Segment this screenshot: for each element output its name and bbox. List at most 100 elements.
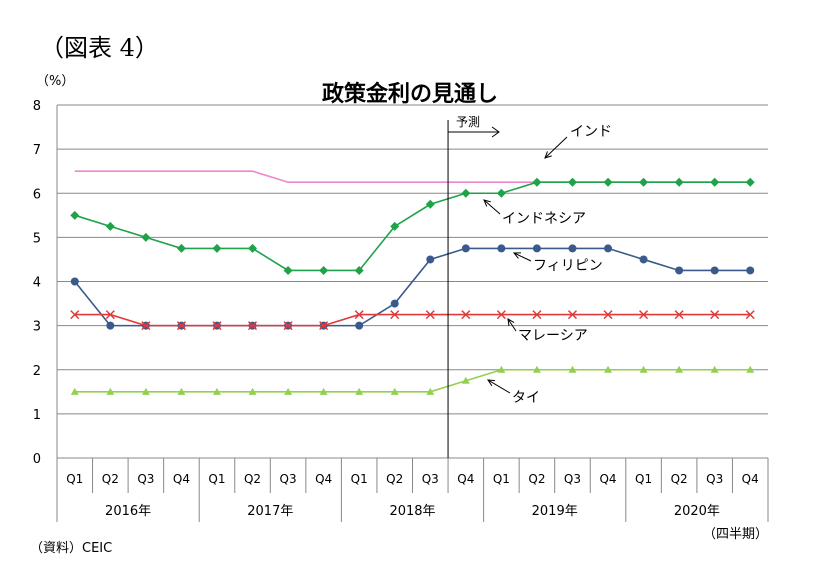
x-tick-label: Q1 bbox=[351, 472, 368, 486]
data-point-x bbox=[603, 310, 613, 320]
data-point-x bbox=[639, 310, 649, 320]
x-tick-label: Q3 bbox=[564, 472, 581, 486]
data-point-circle bbox=[532, 244, 541, 253]
data-point-x bbox=[105, 310, 115, 320]
x-tick-label: Q4 bbox=[742, 472, 759, 486]
data-point-circle bbox=[426, 255, 435, 264]
data-point-diamond bbox=[532, 177, 542, 187]
data-point-diamond bbox=[674, 177, 684, 187]
data-point-triangle bbox=[284, 387, 293, 395]
figure-label: （図表 4） bbox=[40, 34, 159, 62]
data-point-diamond bbox=[141, 232, 151, 242]
year-label: 2018年 bbox=[389, 504, 435, 519]
y-unit-label: （%） bbox=[36, 74, 74, 89]
data-point-x bbox=[247, 321, 258, 331]
data-point-x bbox=[532, 310, 542, 320]
series-label: マレーシア bbox=[518, 328, 588, 344]
y-tick-label: 7 bbox=[33, 143, 41, 158]
data-point-diamond bbox=[745, 177, 755, 187]
data-point-circle bbox=[568, 244, 577, 253]
y-tick-label: 6 bbox=[33, 187, 41, 202]
y-tick-label: 8 bbox=[33, 99, 41, 114]
data-point-triangle bbox=[639, 365, 648, 373]
data-point-x bbox=[710, 310, 720, 320]
series-label: インド bbox=[570, 124, 612, 140]
data-point-circle bbox=[355, 321, 364, 330]
x-tick-label: Q2 bbox=[244, 472, 261, 486]
data-point-x bbox=[674, 310, 684, 320]
data-point-x bbox=[390, 310, 400, 320]
source-note: （資料）CEIC bbox=[30, 541, 112, 556]
data-point-diamond bbox=[319, 265, 329, 275]
data-point-triangle bbox=[426, 387, 435, 395]
data-point-diamond bbox=[710, 177, 720, 187]
data-point-diamond bbox=[496, 188, 506, 198]
series-group bbox=[70, 170, 755, 395]
year-label: 2020年 bbox=[674, 504, 720, 519]
callout-arrow-head bbox=[487, 379, 496, 387]
data-point-circle bbox=[639, 255, 648, 264]
data-point-diamond bbox=[70, 210, 80, 220]
series-x-line bbox=[74, 313, 751, 327]
x-tick-label: Q1 bbox=[493, 472, 510, 486]
data-point-circle bbox=[675, 266, 684, 275]
x-tick-label: Q4 bbox=[315, 472, 332, 486]
x-tick-label: Q2 bbox=[386, 472, 403, 486]
data-point-diamond bbox=[461, 188, 471, 198]
data-point-circle bbox=[461, 244, 470, 253]
data-point-diamond bbox=[354, 265, 364, 275]
data-point-diamond bbox=[425, 199, 435, 209]
data-point-triangle bbox=[675, 365, 684, 373]
y-tick-label: 3 bbox=[33, 320, 41, 335]
y-tick-label: 0 bbox=[33, 452, 41, 467]
callout-pointer bbox=[487, 379, 511, 394]
data-point-diamond bbox=[283, 265, 293, 275]
axes: 0 1 2 3 4 5 6 7 8 Q1 Q2 Q3 Q4 Q1 Q2 Q3 Q4 Q1 Q2 Q3 Q4 Q1 Q2 Q3 Q… bbox=[33, 99, 769, 522]
x-tick-label: Q2 bbox=[528, 472, 545, 486]
data-point-triangle bbox=[177, 387, 186, 395]
data-point-diamond bbox=[567, 177, 577, 187]
callout-pointer bbox=[483, 199, 501, 215]
year-label: 2017年 bbox=[247, 504, 293, 519]
data-point-triangle bbox=[532, 365, 541, 373]
x-tick-label: Q1 bbox=[66, 472, 83, 486]
series-triangle-line bbox=[74, 368, 751, 393]
data-point-x bbox=[354, 310, 364, 320]
data-point-diamond bbox=[176, 243, 186, 253]
year-label: 2016年 bbox=[105, 504, 151, 519]
data-point-triangle bbox=[604, 365, 613, 373]
y-tick-label: 4 bbox=[33, 276, 41, 291]
data-point-triangle bbox=[319, 387, 328, 395]
data-point-x bbox=[70, 310, 80, 320]
data-point-x bbox=[212, 321, 222, 331]
x-tick-label: Q3 bbox=[706, 472, 723, 486]
data-point-diamond bbox=[639, 177, 649, 187]
forecast-arrow-head bbox=[491, 126, 500, 138]
x-tick-label: Q2 bbox=[671, 472, 688, 486]
x-tick-label: Q2 bbox=[102, 472, 119, 486]
data-point-triangle bbox=[248, 387, 257, 395]
data-point-triangle bbox=[355, 387, 364, 395]
callout-arrow-head bbox=[483, 199, 491, 207]
data-point-x bbox=[496, 310, 506, 320]
y-tick-label: 5 bbox=[33, 231, 41, 246]
x-tick-label: Q4 bbox=[173, 472, 190, 486]
data-point-triangle bbox=[497, 365, 506, 373]
data-point-x bbox=[283, 321, 293, 331]
data-point-triangle bbox=[212, 387, 221, 395]
y-tick-label: 1 bbox=[33, 408, 41, 423]
data-point-circle bbox=[390, 299, 399, 308]
data-point-triangle bbox=[70, 387, 79, 395]
data-point-circle bbox=[746, 266, 755, 275]
data-point-x bbox=[461, 310, 471, 320]
series-label: フィリピン bbox=[533, 258, 603, 274]
data-point-x bbox=[141, 321, 151, 331]
data-point-x bbox=[319, 321, 329, 331]
x-tick-label: Q3 bbox=[137, 472, 154, 486]
data-point-circle bbox=[497, 244, 506, 253]
callout-pointer bbox=[544, 136, 568, 159]
forecast-label: 予測 bbox=[456, 115, 480, 129]
callout-pointer bbox=[507, 318, 517, 332]
series-none-line bbox=[74, 170, 751, 184]
